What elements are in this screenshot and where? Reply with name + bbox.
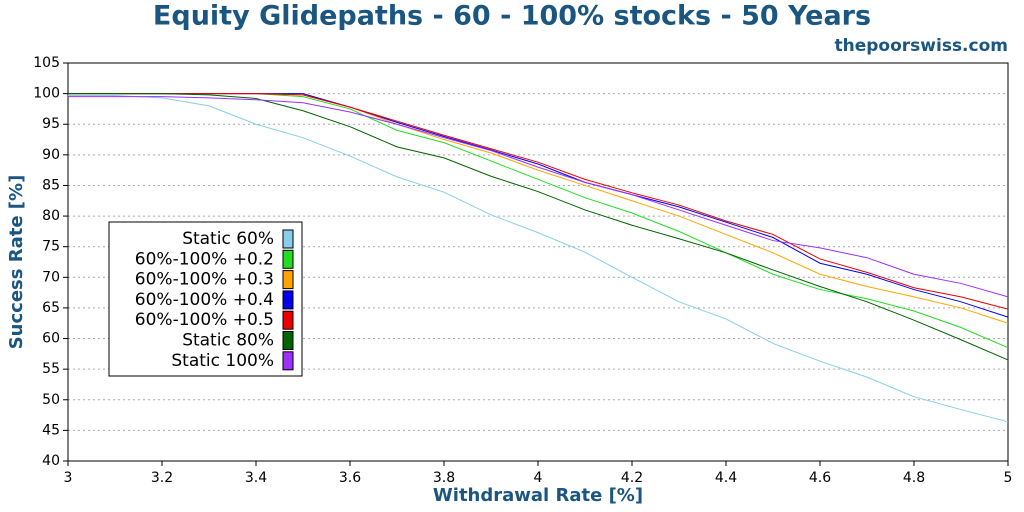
- y-tick-label: 85: [42, 177, 60, 193]
- legend-swatch: [282, 351, 294, 371]
- x-tick-label: 4.4: [715, 470, 737, 486]
- x-tick-label: 3: [64, 470, 73, 486]
- x-tick-label: 3.4: [245, 470, 267, 486]
- legend-label: 60%-100% +0.4: [135, 290, 274, 310]
- y-tick-label: 105: [33, 55, 60, 71]
- x-tick-label: 3.8: [433, 470, 455, 486]
- legend-swatch: [282, 270, 294, 290]
- x-axis-label: Withdrawal Rate [%]: [433, 485, 643, 506]
- legend-swatch: [282, 331, 294, 350]
- y-tick-label: 40: [42, 453, 60, 469]
- y-tick-label: 75: [42, 239, 60, 255]
- series-line: [68, 94, 1009, 423]
- y-tick-label: 60: [42, 331, 60, 347]
- series-line: [68, 96, 1009, 298]
- y-tick-label: 90: [42, 147, 60, 163]
- legend-label: 60%-100% +0.3: [135, 270, 274, 290]
- x-tick-label: 3.2: [151, 470, 173, 486]
- plot-frame: [67, 62, 1009, 462]
- series-line: [68, 93, 1009, 361]
- x-tick-label: 4: [534, 470, 543, 486]
- x-tick-label: 4.8: [903, 470, 925, 486]
- chart-subtitle: thepoorswiss.com: [835, 36, 1009, 56]
- y-tick-label: 50: [42, 392, 60, 408]
- x-tick-label: 4.6: [809, 470, 831, 486]
- y-tick-label: 80: [42, 208, 60, 224]
- legend-label: Static 80%: [182, 331, 274, 351]
- legend-label: Static 100%: [171, 351, 274, 371]
- y-tick-label: 45: [42, 422, 60, 438]
- x-tick-label: 3.6: [339, 470, 361, 486]
- series-line: [68, 93, 1009, 310]
- legend-swatch: [282, 229, 294, 249]
- y-axis-label: Success Rate [%]: [6, 175, 27, 350]
- chart-title: Equity Glidepaths - 60 - 100% stocks - 5…: [153, 1, 871, 32]
- legend-label: Static 60%: [182, 229, 274, 249]
- y-tick-label: 70: [42, 269, 60, 285]
- legend-swatch: [282, 249, 294, 269]
- x-tick-label: 4.2: [621, 470, 643, 486]
- y-tick-label: 95: [42, 116, 60, 132]
- y-tick-label: 55: [42, 361, 60, 377]
- x-tick-label: 5: [1004, 470, 1013, 486]
- legend-label: 60%-100% +0.5: [135, 310, 274, 330]
- legend-box: [108, 221, 303, 377]
- legend-swatch: [282, 310, 294, 330]
- y-tick-label: 65: [42, 300, 60, 316]
- legend-swatch: [282, 290, 294, 310]
- y-tick-label: 100: [33, 86, 60, 102]
- legend-label: 60%-100% +0.2: [135, 249, 274, 269]
